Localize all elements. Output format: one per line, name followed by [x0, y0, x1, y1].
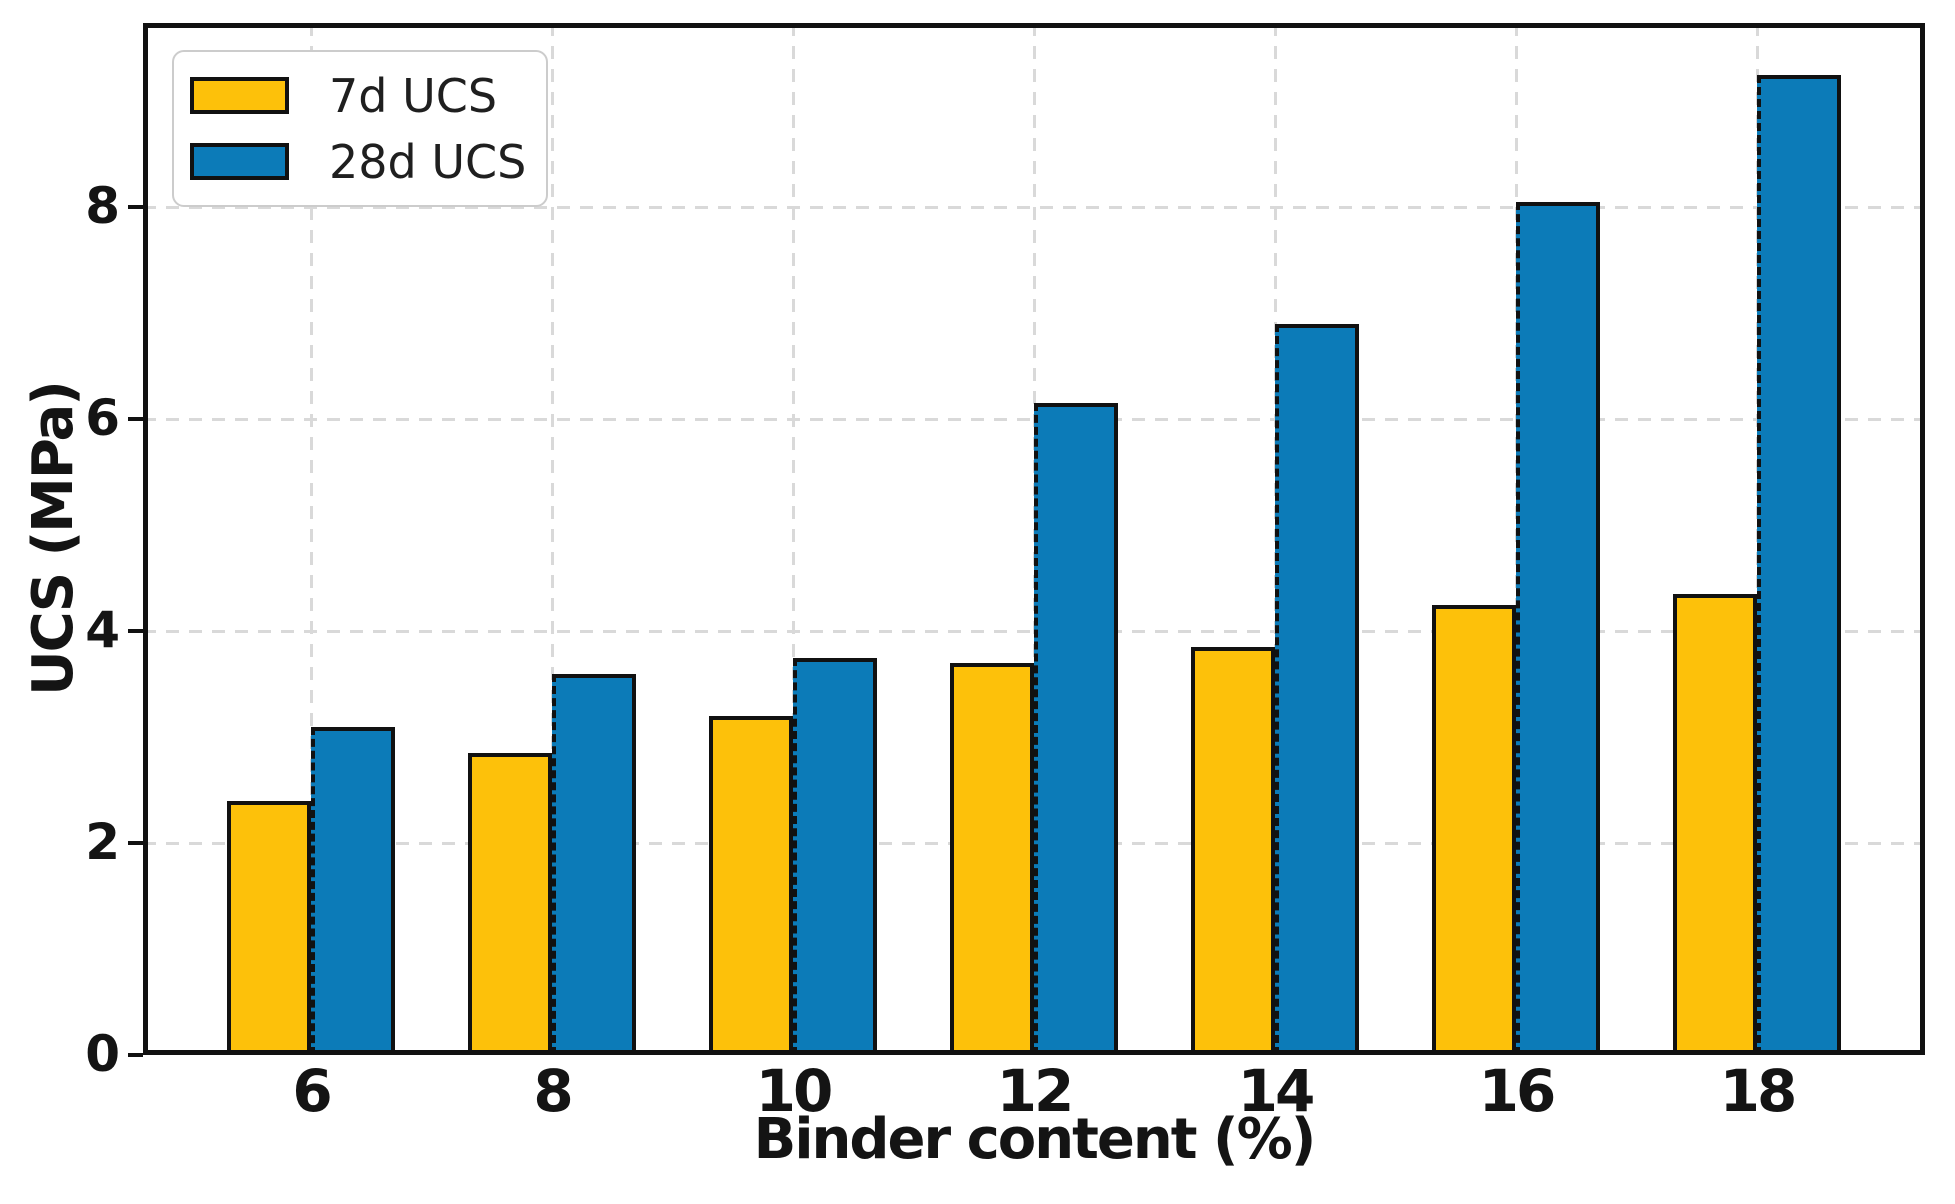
bar-7d-ucs-6	[227, 801, 311, 1055]
y-tick-mark	[128, 629, 143, 634]
bar-28d-ucs-10	[793, 658, 877, 1055]
bar-28d-ucs-14	[1275, 324, 1359, 1055]
v-gridline	[551, 23, 554, 1055]
bar-7d-ucs-12	[950, 663, 1034, 1055]
legend-item: 28d UCS	[190, 139, 546, 185]
bar-7d-ucs-14	[1191, 647, 1275, 1055]
x-tick-label: 16	[1478, 1057, 1557, 1125]
bar-7d-ucs-18	[1673, 594, 1757, 1055]
bar-28d-ucs-6	[311, 727, 395, 1055]
x-tick-label: 12	[996, 1057, 1075, 1125]
y-tick-mark	[128, 841, 143, 846]
y-tick-label: 4	[85, 601, 120, 660]
x-tick-label: 6	[292, 1057, 332, 1125]
legend-label: 7d UCS	[329, 68, 498, 123]
legend: 7d UCS 28d UCS	[172, 50, 548, 207]
legend-item: 7d UCS	[190, 73, 546, 119]
x-tick-label: 10	[755, 1057, 834, 1125]
x-tick-label: 8	[533, 1057, 573, 1125]
v-gridline	[792, 23, 795, 1055]
legend-swatch-28d-ucs	[190, 143, 289, 180]
v-gridline	[310, 23, 313, 1055]
bar-28d-ucs-8	[552, 674, 636, 1055]
y-tick-mark	[128, 417, 143, 422]
x-tick-label: 18	[1719, 1057, 1798, 1125]
y-tick-label: 0	[85, 1025, 120, 1083]
bar-28d-ucs-16	[1516, 202, 1600, 1055]
y-tick-label: 8	[85, 177, 120, 236]
x-tick-label: 14	[1237, 1057, 1316, 1125]
y-tick-mark	[128, 205, 143, 210]
bar-28d-ucs-12	[1034, 403, 1118, 1055]
legend-label: 28d UCS	[329, 134, 527, 189]
bar-28d-ucs-18	[1757, 75, 1841, 1055]
bar-7d-ucs-8	[468, 753, 552, 1055]
bar-7d-ucs-16	[1432, 605, 1516, 1055]
y-tick-label: 6	[85, 389, 120, 448]
bar-7d-ucs-10	[709, 716, 793, 1055]
y-tick-label: 2	[85, 813, 120, 872]
x-axis-title: Binder content (%)	[753, 1107, 1317, 1172]
plot-area: 7d UCS 28d UCS	[143, 23, 1925, 1055]
legend-swatch-7d-ucs	[190, 77, 289, 114]
y-tick-mark	[128, 1053, 143, 1057]
